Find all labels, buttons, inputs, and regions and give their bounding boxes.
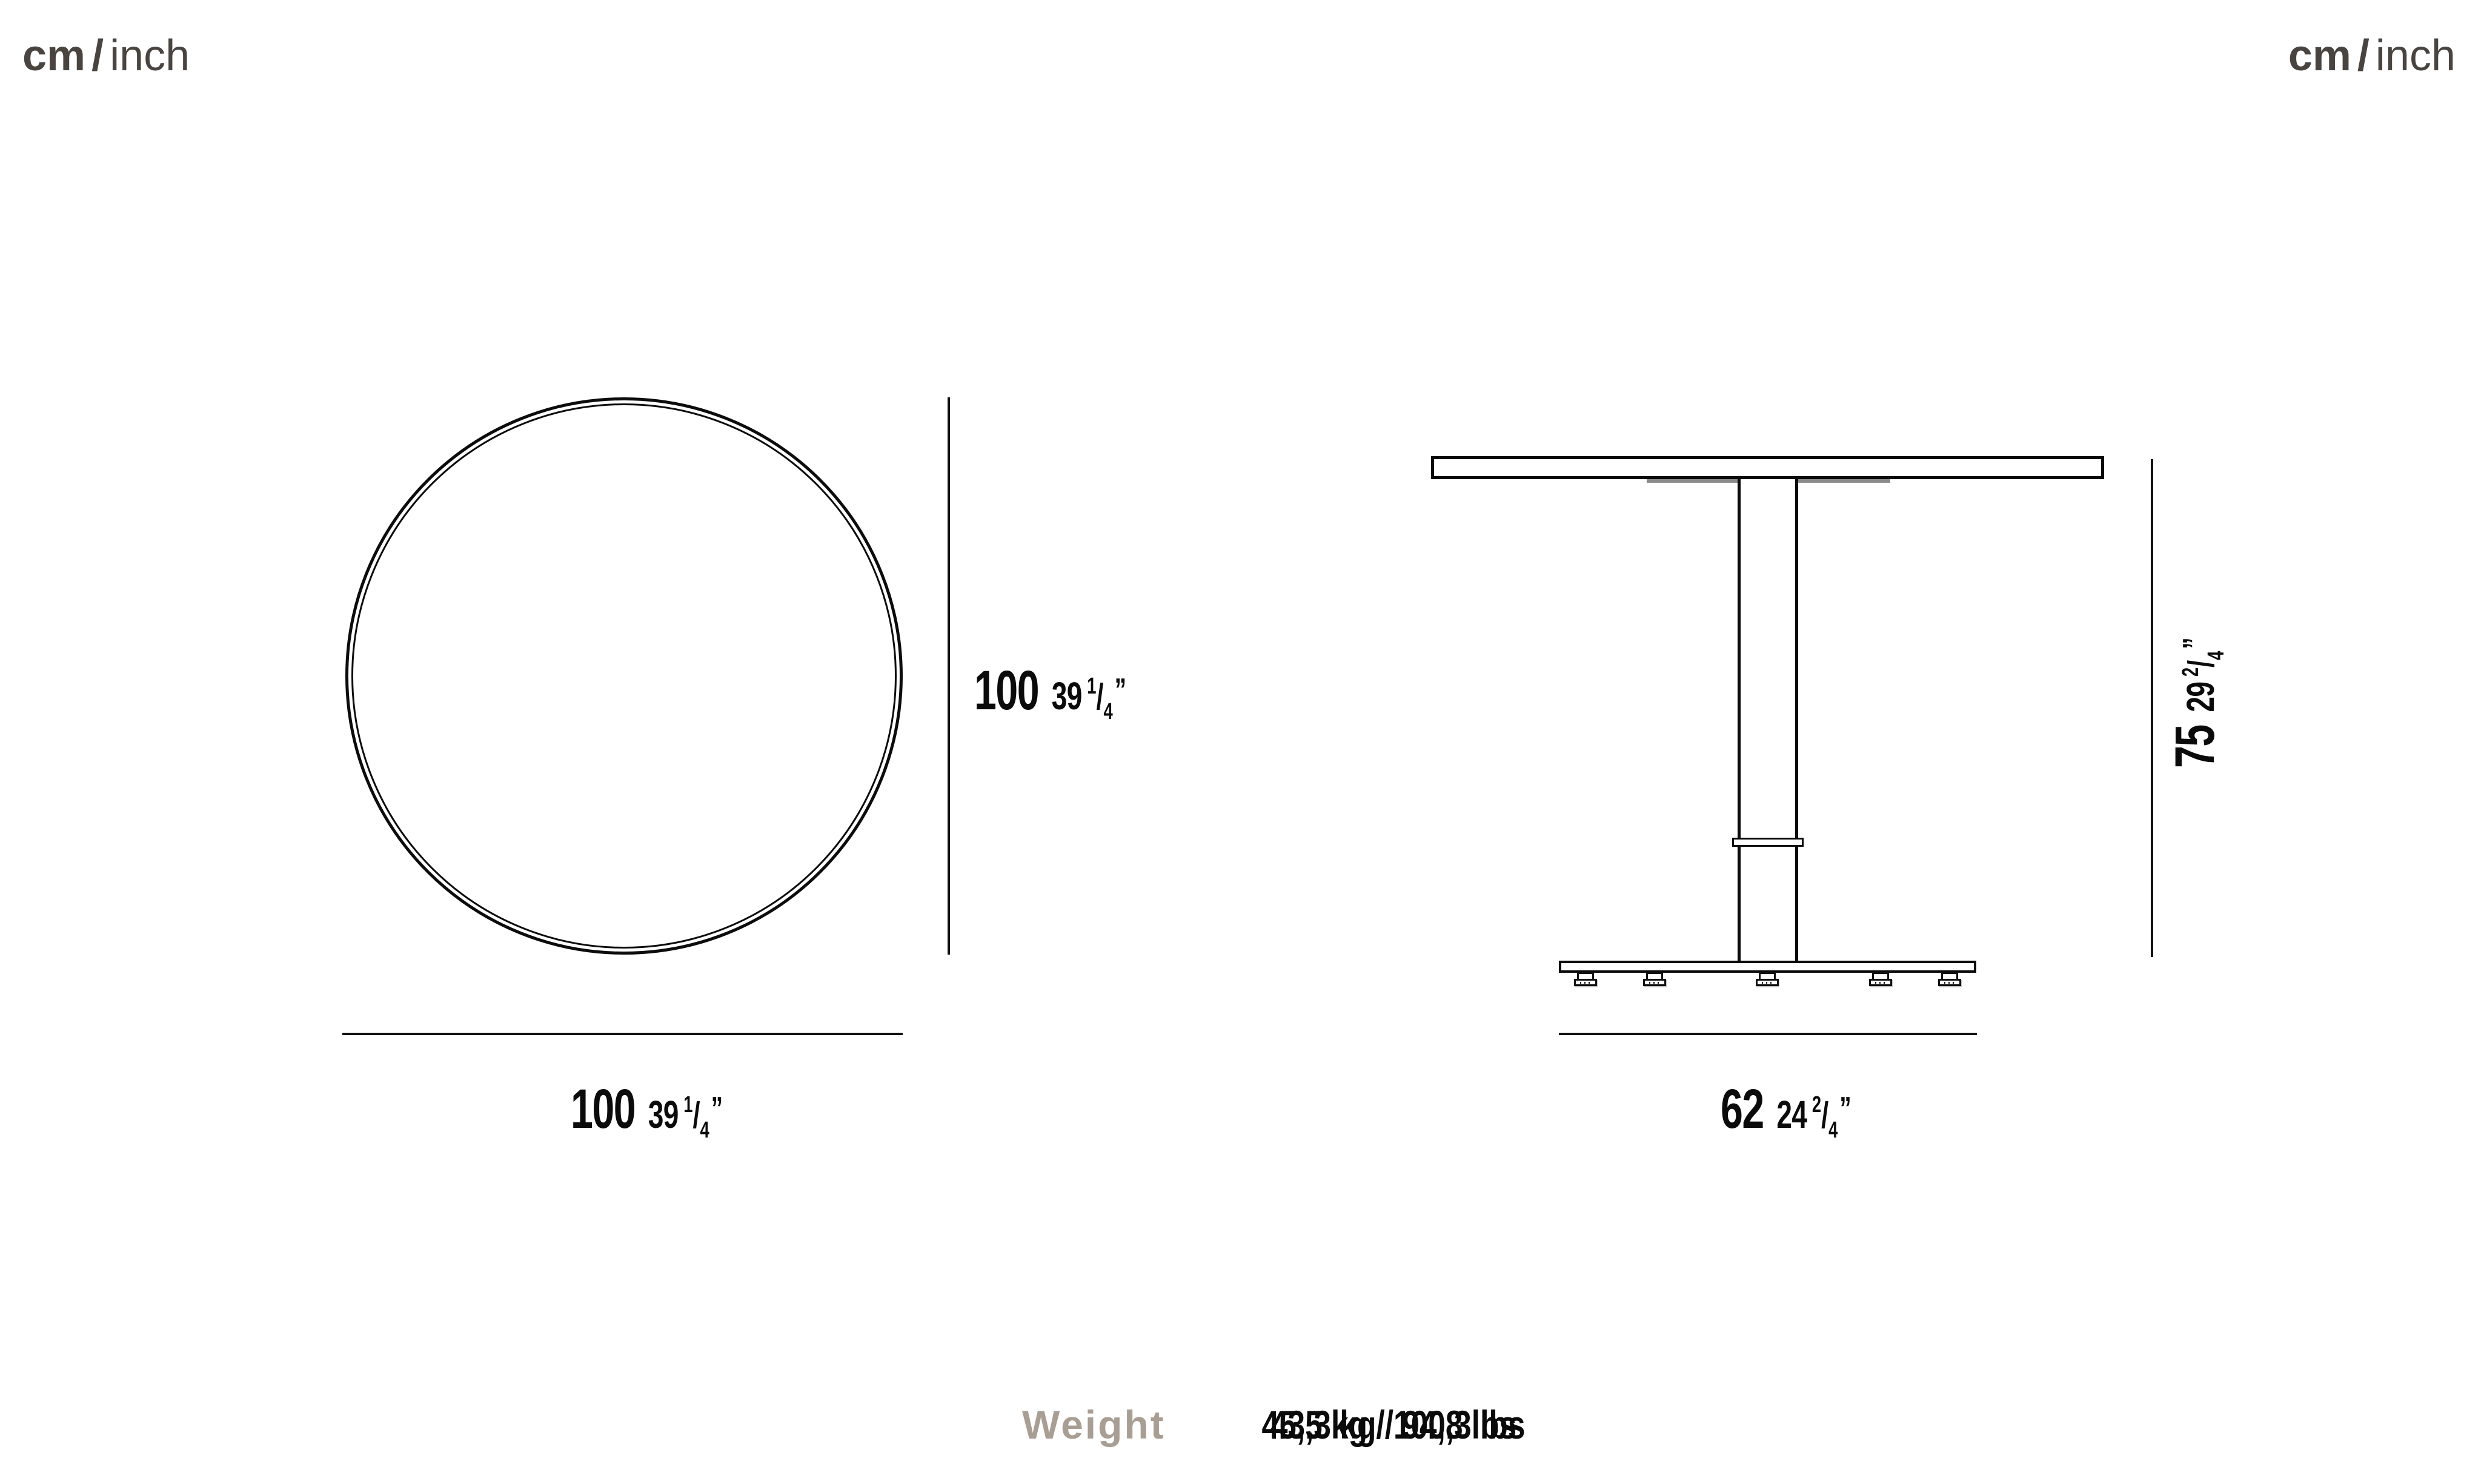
unit-cm-label[interactable]: cm: [22, 31, 86, 80]
column-collar: [1732, 838, 1804, 847]
unit-inch-label[interactable]: inch: [110, 31, 190, 80]
dim-inch-value: 39: [648, 1093, 679, 1136]
dimension-line-top-view-height: [948, 397, 950, 955]
inch-mark: ”: [711, 1090, 723, 1127]
dim-cm-value: 75: [2164, 725, 2226, 768]
inch-mark: ”: [2176, 637, 2213, 649]
dim-label-side-height: 75 29 2/4 ”: [2164, 637, 2229, 768]
dimension-line-side-height: [2151, 459, 2153, 957]
dim-label-top-height: 100 39 1/4 ”: [974, 660, 1127, 724]
dim-inch-value: 24: [1776, 1093, 1807, 1136]
dim-cm-value: 100: [571, 1078, 636, 1140]
dim-inch-fraction: 2/4: [2178, 651, 2229, 677]
dim-cm-value: 62: [1721, 1078, 1764, 1140]
unit-separator: /: [2357, 31, 2369, 80]
unit-cm-label[interactable]: cm: [2288, 31, 2351, 80]
table-foot: [1574, 972, 1597, 986]
table-foot: [1869, 972, 1892, 986]
dim-inch-value: 39: [1051, 674, 1083, 718]
dimension-line-side-base: [1559, 1033, 1977, 1035]
weight-value-primary: 45,5 kg / 100,3 lbs: [1261, 1402, 1526, 1447]
inch-mark: ”: [1114, 672, 1127, 708]
dimension-line-top-view-width: [342, 1033, 903, 1035]
unit-toggle-right[interactable]: cm / inch: [2288, 34, 2456, 78]
pedestal-column: [1738, 479, 1798, 961]
unit-toggle-left[interactable]: cm / inch: [22, 34, 190, 78]
unit-inch-label[interactable]: inch: [2375, 31, 2456, 80]
inch-mark: ”: [1839, 1090, 1851, 1127]
table-foot: [1938, 972, 1961, 986]
dim-label-top-width: 100 39 1/4 ”: [571, 1078, 723, 1143]
unit-separator: /: [91, 31, 104, 80]
weight-value-secondary: 43,3 kg / 94,8 lbs: [1270, 1402, 1517, 1447]
dim-cm-value: 100: [974, 660, 1040, 721]
dim-inch-fraction: 1/4: [1087, 674, 1113, 724]
weight-label: Weight: [1022, 1402, 1166, 1447]
tabletop-side-view: [1431, 456, 2104, 479]
dim-label-side-base: 62 24 2/4 ”: [1721, 1078, 1851, 1143]
tabletop-top-view-outline: [345, 397, 903, 955]
table-foot: [1756, 972, 1779, 986]
dim-inch-fraction: 1/4: [683, 1092, 709, 1143]
tabletop-top-view-inner-ring: [351, 403, 897, 949]
base-plate: [1559, 961, 1976, 973]
dim-inch-fraction: 2/4: [1812, 1092, 1838, 1143]
table-foot: [1643, 972, 1666, 986]
dim-inch-value: 29: [2179, 681, 2222, 712]
